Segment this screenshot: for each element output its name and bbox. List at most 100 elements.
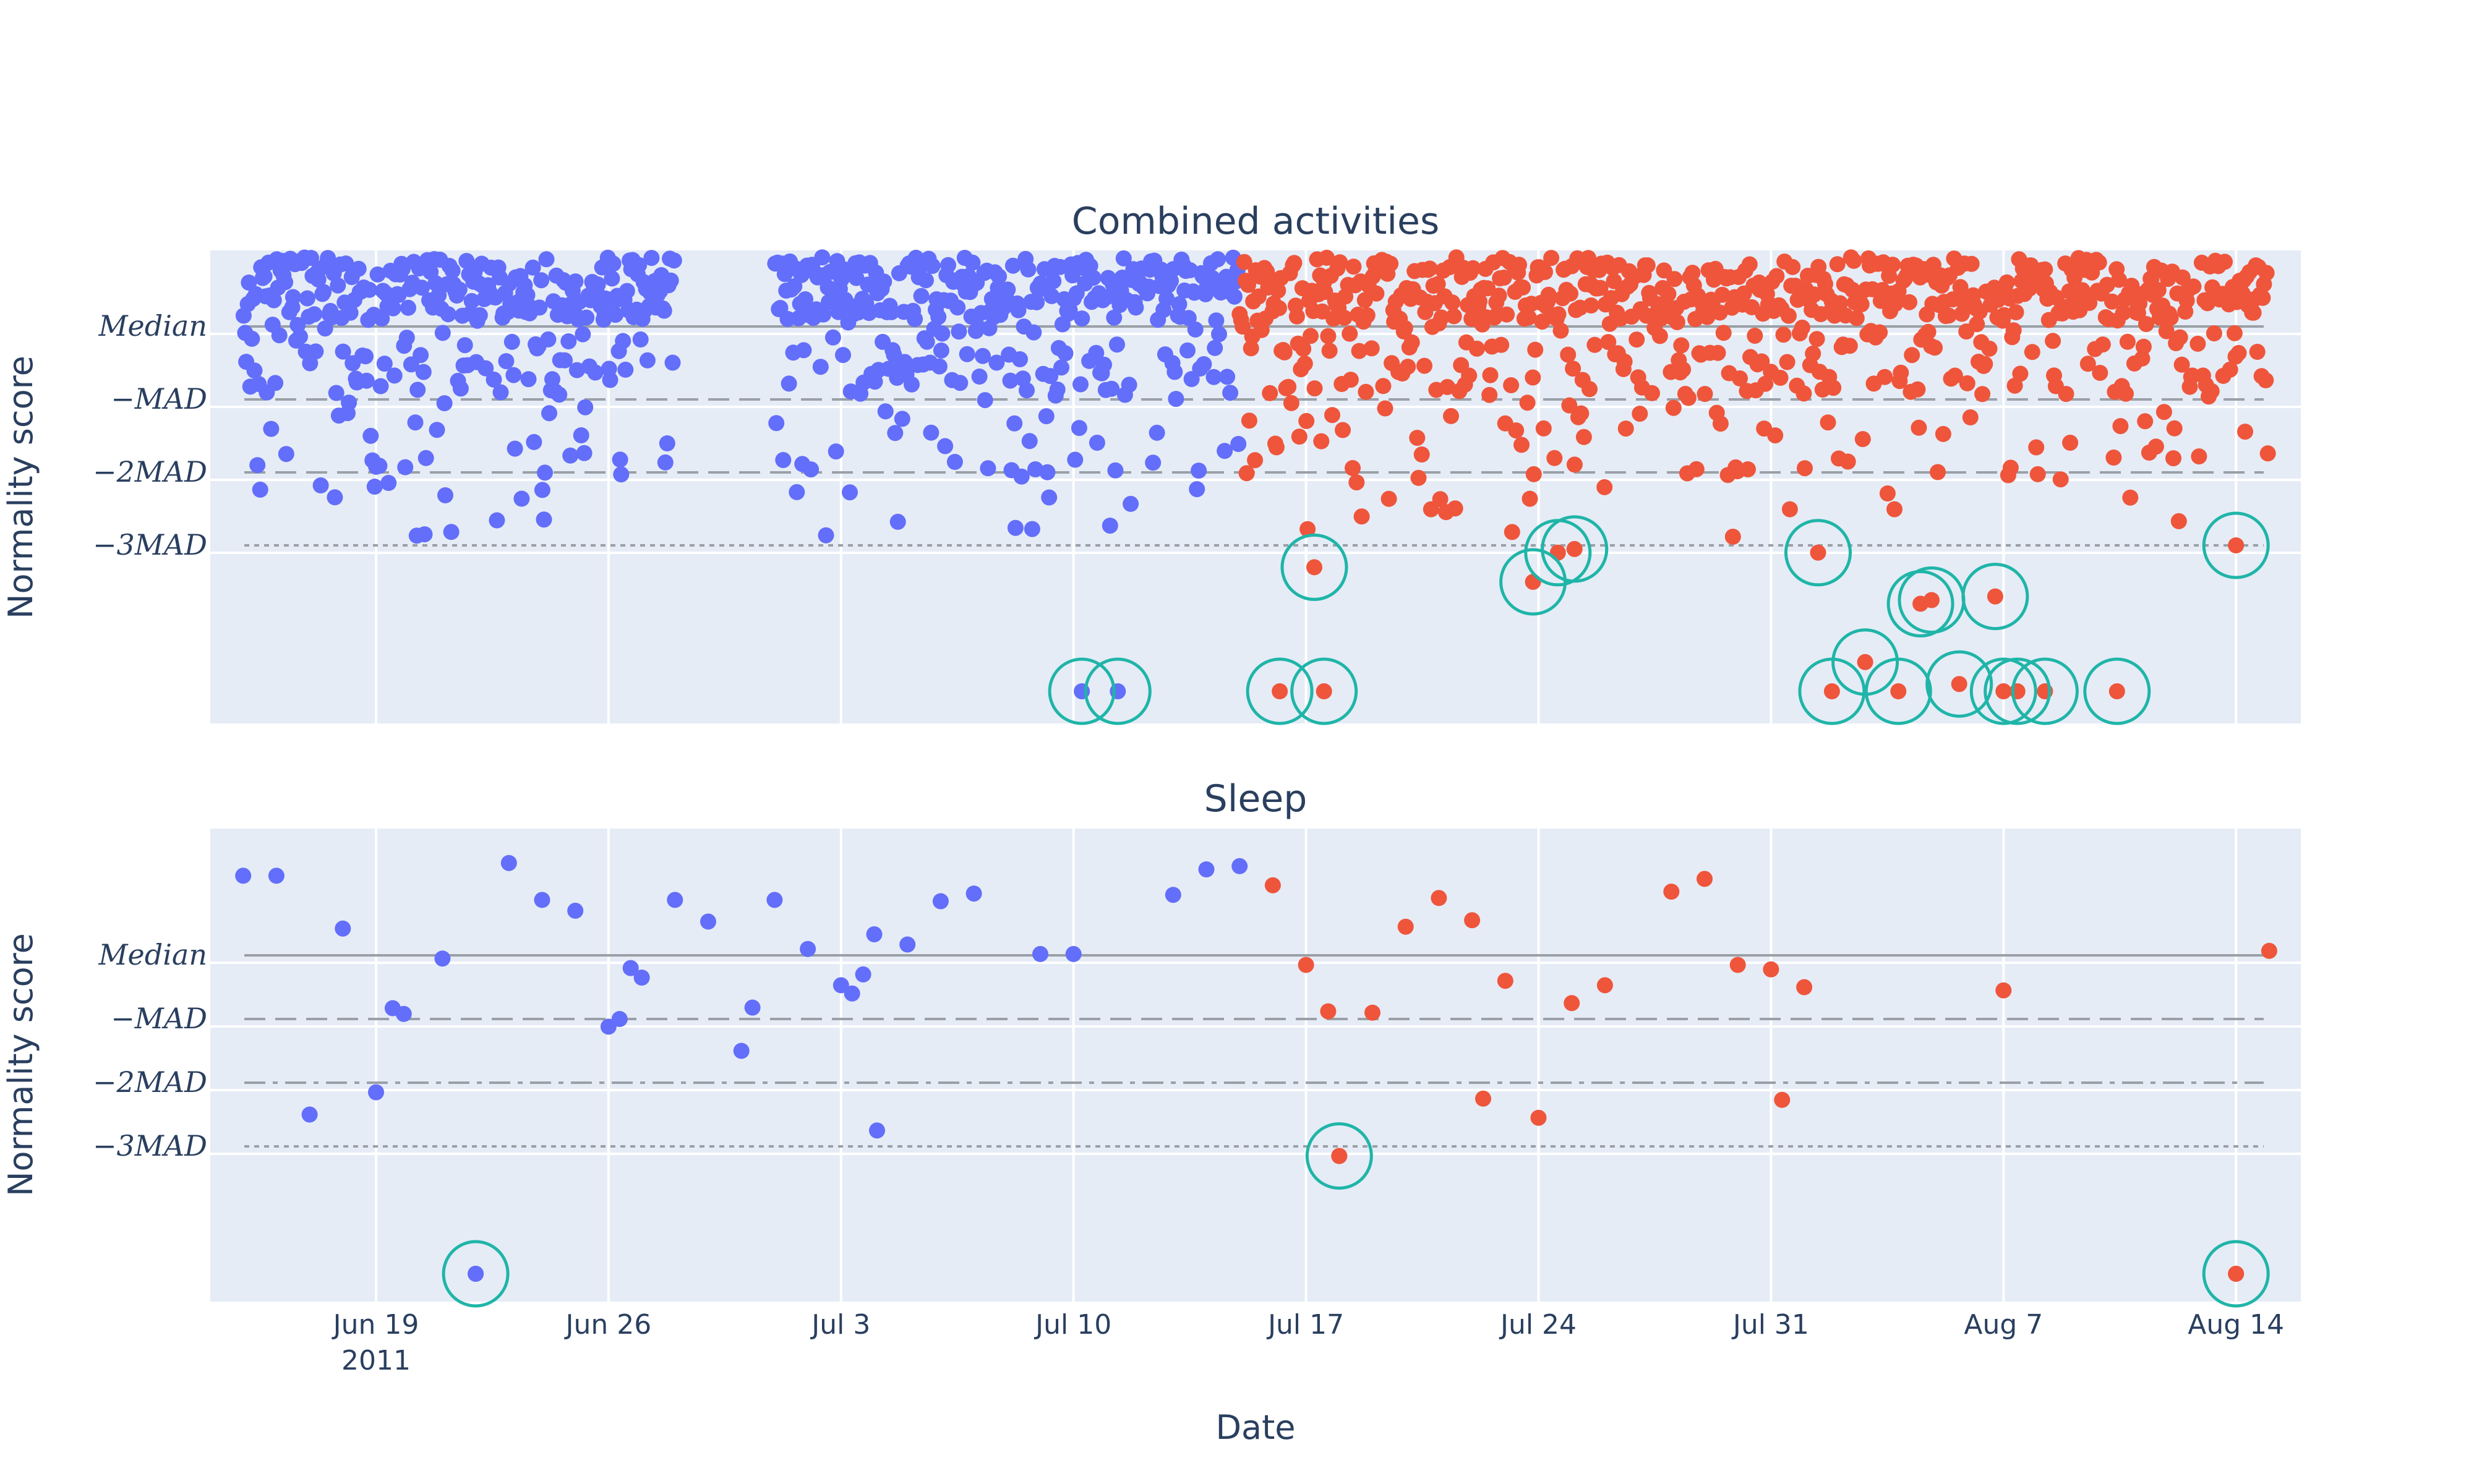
anomaly-circle <box>1541 515 1609 583</box>
reference-label: Median <box>98 309 207 343</box>
data-point <box>1021 433 1038 450</box>
data-point <box>1519 394 1536 411</box>
data-point <box>666 252 682 269</box>
data-point <box>1920 323 1937 340</box>
data-point <box>1380 490 1397 507</box>
data-point <box>376 356 393 372</box>
data-point <box>1211 326 1227 343</box>
data-point <box>503 333 520 350</box>
data-point <box>1675 361 1692 378</box>
data-point <box>1179 342 1196 359</box>
data-point <box>520 371 537 388</box>
data-point <box>342 304 359 321</box>
data-point <box>899 936 916 953</box>
data-point <box>2081 294 2098 311</box>
data-point <box>576 445 593 461</box>
data-point <box>498 353 515 370</box>
data-point <box>964 254 981 271</box>
data-point <box>1540 286 1557 303</box>
data-point <box>659 435 675 451</box>
data-point <box>2191 448 2207 465</box>
data-point <box>372 378 389 394</box>
data-point <box>2172 329 2188 346</box>
x-tick-label: Jul 31 <box>1731 1309 1809 1341</box>
data-point <box>519 287 536 304</box>
data-point <box>1525 574 1541 590</box>
data-point <box>1525 466 1542 482</box>
data-point <box>1796 979 1813 996</box>
data-point <box>2189 335 2206 352</box>
data-point <box>235 868 252 884</box>
data-point <box>2058 386 2074 403</box>
data-point <box>934 325 951 342</box>
data-point <box>1530 1109 1547 1126</box>
data-point <box>1747 328 1763 344</box>
data-point <box>1857 654 1873 670</box>
data-point <box>306 306 323 323</box>
data-point <box>1810 258 1827 275</box>
reference-label: −2MAD <box>93 1065 207 1099</box>
data-point <box>643 250 660 267</box>
data-point <box>2147 438 2164 455</box>
data-point <box>1583 297 1599 313</box>
data-point <box>1007 519 1024 536</box>
data-point <box>263 420 280 437</box>
data-point <box>400 299 416 316</box>
top-points <box>235 249 2276 699</box>
data-point <box>386 367 403 384</box>
data-point <box>2052 471 2069 488</box>
data-point <box>589 276 606 292</box>
data-point <box>1995 683 2012 699</box>
data-point <box>1166 364 1183 380</box>
data-point <box>887 425 904 441</box>
data-point <box>1981 340 1998 357</box>
data-point <box>1298 412 1315 429</box>
data-point <box>1039 464 1056 480</box>
data-point <box>1977 356 1993 372</box>
data-point <box>369 266 386 283</box>
data-point <box>1231 858 1248 874</box>
data-point <box>1045 273 1062 289</box>
data-point <box>463 292 480 309</box>
data-point <box>1780 307 1797 324</box>
data-point <box>1382 255 1399 272</box>
data-point <box>1503 377 1520 393</box>
data-point <box>1596 479 1613 495</box>
data-point <box>1038 408 1055 425</box>
data-point <box>1481 386 1498 403</box>
data-point <box>385 300 401 317</box>
data-point <box>578 309 595 326</box>
data-point <box>312 477 329 493</box>
data-point <box>1336 309 1353 326</box>
data-point <box>1270 283 1286 299</box>
data-point <box>946 454 963 470</box>
data-point <box>607 307 624 323</box>
data-point <box>1313 433 1330 450</box>
data-point <box>249 457 266 474</box>
data-point <box>2174 269 2191 286</box>
data-point <box>1010 302 1027 318</box>
data-point <box>1629 331 1645 348</box>
data-point <box>458 253 475 269</box>
data-point <box>1363 340 1380 357</box>
data-point <box>1353 508 1370 525</box>
anomaly-circle <box>1499 548 1567 616</box>
data-point <box>1319 249 1335 266</box>
y-axis-title-top: Normality score <box>1 356 40 619</box>
data-point <box>1491 288 1507 304</box>
data-point <box>537 464 553 481</box>
data-point <box>452 380 469 397</box>
data-point <box>815 306 832 323</box>
data-point <box>1320 1003 1337 1020</box>
data-point <box>883 304 900 320</box>
data-point <box>1846 252 1862 269</box>
data-point <box>1219 369 1236 385</box>
anomaly-circle <box>1048 657 1116 725</box>
data-point <box>1660 286 1677 302</box>
data-point <box>622 960 639 976</box>
data-point <box>315 284 332 301</box>
data-point <box>1276 344 1293 360</box>
data-point <box>2118 385 2134 402</box>
data-point <box>2122 489 2139 506</box>
data-point <box>1606 273 1622 289</box>
